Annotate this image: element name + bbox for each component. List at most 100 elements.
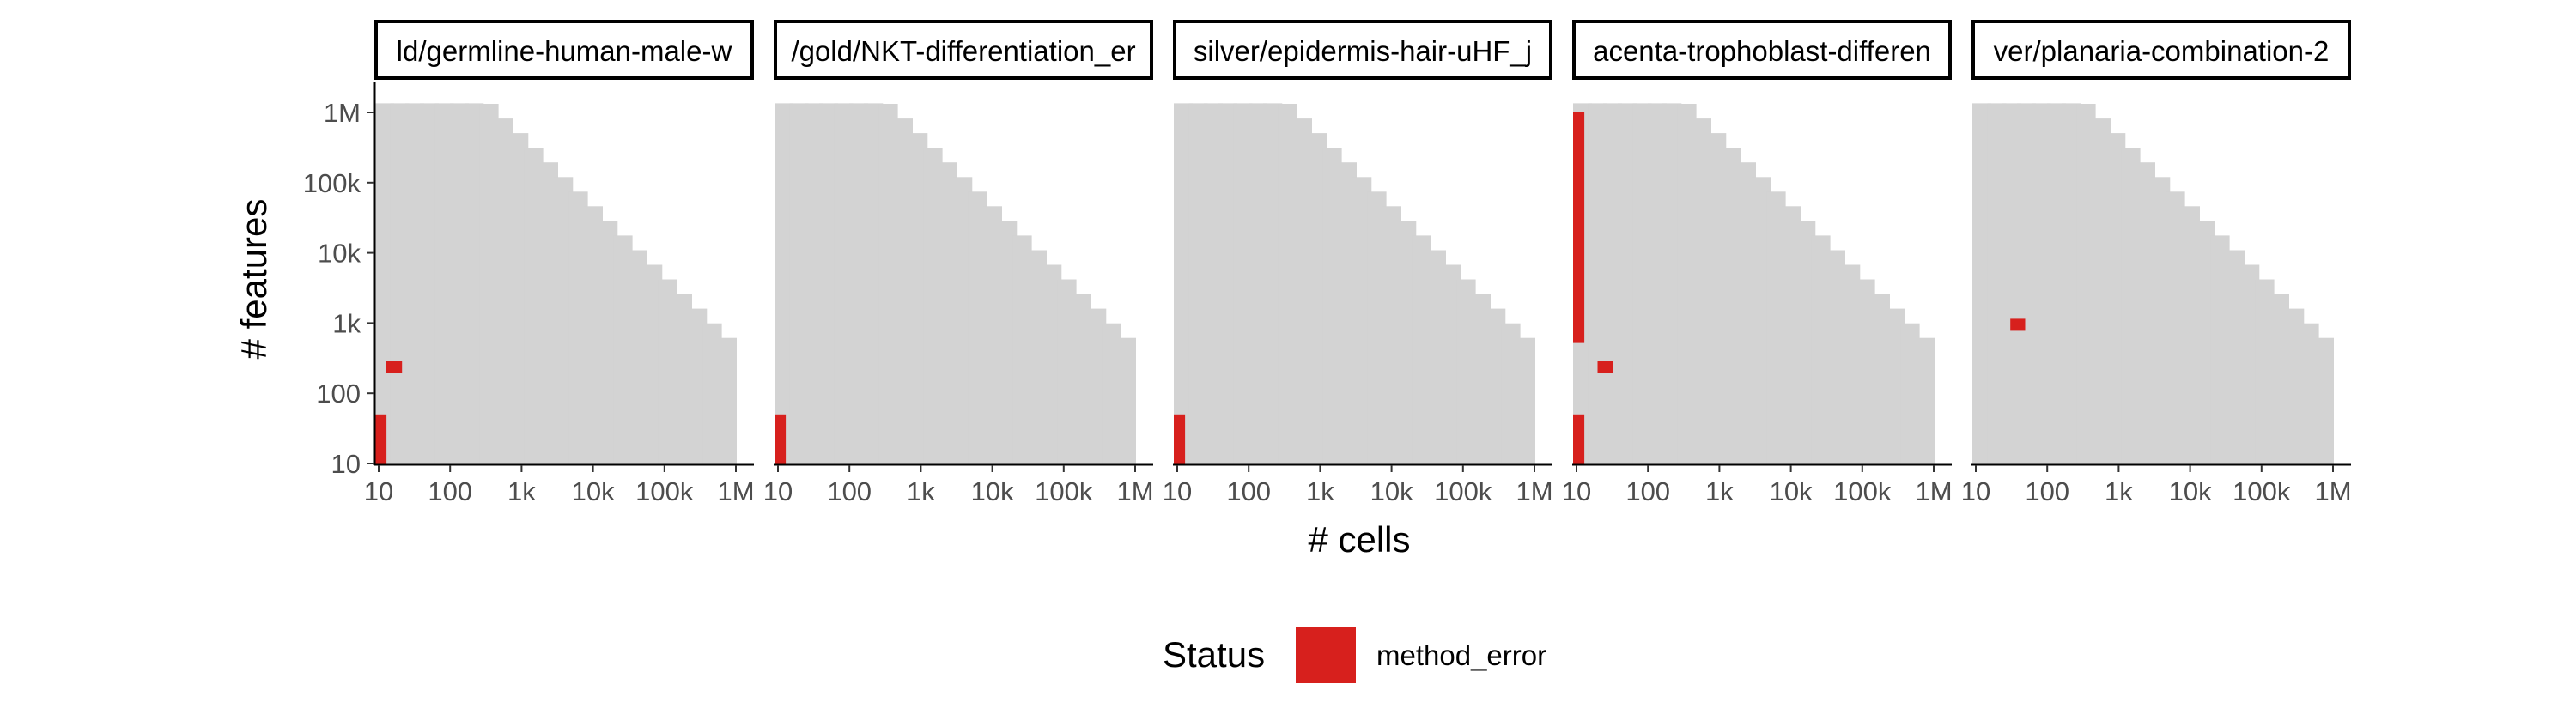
heatmap-tile: [1116, 337, 1136, 464]
x-tick-label: 100: [428, 476, 472, 506]
x-axis-title: # cells: [1308, 519, 1410, 560]
y-tick-label: 10k: [318, 239, 361, 269]
heatmap-tile: [1397, 221, 1417, 464]
heatmap-tile: [465, 103, 484, 464]
x-tick-label: 1k: [907, 476, 935, 506]
heatmap-tile: [2106, 133, 2126, 464]
heatmap-tile: [1263, 103, 1283, 464]
heatmap-tile: [1471, 294, 1491, 464]
strip-box: [1572, 20, 1952, 80]
x-tick-label: 100: [1625, 476, 1670, 506]
heatmap-tile: [1588, 103, 1607, 464]
x-tick-label: 10: [1163, 476, 1192, 506]
heatmap-tile: [1057, 279, 1077, 464]
method-error-cell: [1174, 414, 1186, 464]
x-tick-label: 10: [1562, 476, 1591, 506]
x-tick-label: 100k: [1035, 476, 1093, 506]
heatmap-tile: [1900, 323, 1920, 464]
y-axis-title: # features: [234, 199, 274, 360]
heatmap-tile: [2285, 308, 2305, 464]
heatmap-tile: [404, 103, 424, 464]
heatmap-tile: [1027, 250, 1047, 464]
heatmap-tile: [1087, 308, 1107, 464]
heatmap-tile: [672, 294, 692, 464]
facet-panel: 10 100 1k 10k 100k 1M ver/planaria-combination…: [1961, 20, 2352, 506]
heatmap-tile: [2076, 104, 2096, 464]
heatmap-tile: [434, 103, 454, 464]
heatmap-tile: [953, 177, 973, 464]
heatmap-tile: [554, 177, 574, 464]
heatmap-tile: [1781, 206, 1801, 464]
method-error-cell: [775, 414, 787, 464]
legend-label-method-error: method_error: [1376, 639, 1546, 671]
heatmap-tile: [775, 103, 794, 464]
x-tick-label: 1M: [1915, 476, 1952, 506]
legend-title: Status: [1163, 634, 1265, 675]
method-error-cell: [2010, 318, 2026, 331]
heatmap-tile: [938, 162, 957, 464]
x-tick-label: 100: [1226, 476, 1271, 506]
heatmap-tile: [1248, 103, 1267, 464]
heatmap-tile: [1456, 279, 1476, 464]
heatmap-tile: [1972, 103, 1992, 464]
heatmap-tile: [1692, 118, 1711, 464]
heatmap-tile: [1856, 279, 1875, 464]
heatmap-tile: [1516, 337, 1535, 464]
facet-panel: 10 100 1k 10k 100k 1M/gold/NKT-differentiatio…: [763, 20, 1154, 506]
heatmap-tile: [1012, 235, 1032, 464]
heatmap-tile: [1722, 148, 1741, 464]
x-tick-label: 1k: [1705, 476, 1734, 506]
heatmap-tile: [804, 103, 823, 464]
heatmap-tile: [1233, 103, 1253, 464]
x-tick-label: 1M: [2314, 476, 2351, 506]
facet-panel: 10 100 1k 10k 100k 1M acenta-trophoblast-diffe…: [1562, 20, 1953, 506]
heatmap-tile: [1886, 308, 1905, 464]
x-tick-label: 10k: [2169, 476, 2212, 506]
facet-strip-label: ld/germline-human-male-w: [397, 35, 732, 67]
heatmap-tile: [1308, 133, 1327, 464]
heatmap-tile: [538, 162, 558, 464]
heatmap-tile: [1870, 294, 1890, 464]
heatmap-tile: [789, 103, 809, 464]
heatmap-tile: [2300, 323, 2319, 464]
heatmap-tile: [2062, 103, 2081, 464]
heatmap-tile: [375, 103, 395, 464]
heatmap-tile: [1677, 104, 1697, 464]
heatmap-tile: [1426, 250, 1446, 464]
heatmap-tile: [509, 133, 529, 464]
heatmap-tile: [834, 103, 854, 464]
x-tick-label: 10: [1961, 476, 1990, 506]
heatmap-tile: [1322, 148, 1342, 464]
heatmap-tile: [878, 104, 898, 464]
heatmap-tile: [1174, 103, 1194, 464]
heatmap-tile: [848, 103, 868, 464]
heatmap-tile: [598, 221, 618, 464]
x-tick-label: 1k: [507, 476, 536, 506]
heatmap-tile: [390, 103, 410, 464]
heatmap-tile: [2210, 235, 2230, 464]
x-tick-label: 100k: [635, 476, 694, 506]
heatmap-tile: [1102, 323, 1121, 464]
heatmap-tile: [643, 264, 663, 464]
method-error-cell: [1573, 414, 1585, 464]
legend: Status method_error: [1163, 627, 1546, 683]
y-tick-label: 100: [316, 379, 361, 409]
heatmap-tile: [908, 133, 928, 464]
heatmap-tile: [1618, 103, 1637, 464]
y-axis: 10 100 1k 10k 100k 1M: [303, 82, 376, 479]
heatmap-tile: [717, 337, 737, 464]
heatmap-tile: [2017, 103, 2037, 464]
strip-box: [774, 20, 1153, 80]
facet-panels: 10 100 1k 10k 100k 1M ld/germline-human-male-w…: [364, 20, 2352, 506]
heatmap-tile: [893, 118, 913, 464]
heatmap-tile: [1486, 308, 1506, 464]
strip-box: [1971, 20, 2351, 80]
y-tick-label: 1M: [324, 98, 361, 128]
heatmap-tile: [1412, 235, 1431, 464]
heatmap-tile: [1042, 264, 1062, 464]
x-tick-label: 10k: [1770, 476, 1813, 506]
heatmap-tile: [864, 103, 884, 464]
heatmap-tile: [2046, 103, 2066, 464]
heatmap-tile: [2136, 162, 2155, 464]
